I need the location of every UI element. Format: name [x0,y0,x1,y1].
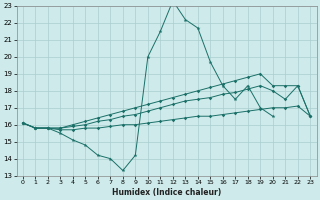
X-axis label: Humidex (Indice chaleur): Humidex (Indice chaleur) [112,188,221,197]
